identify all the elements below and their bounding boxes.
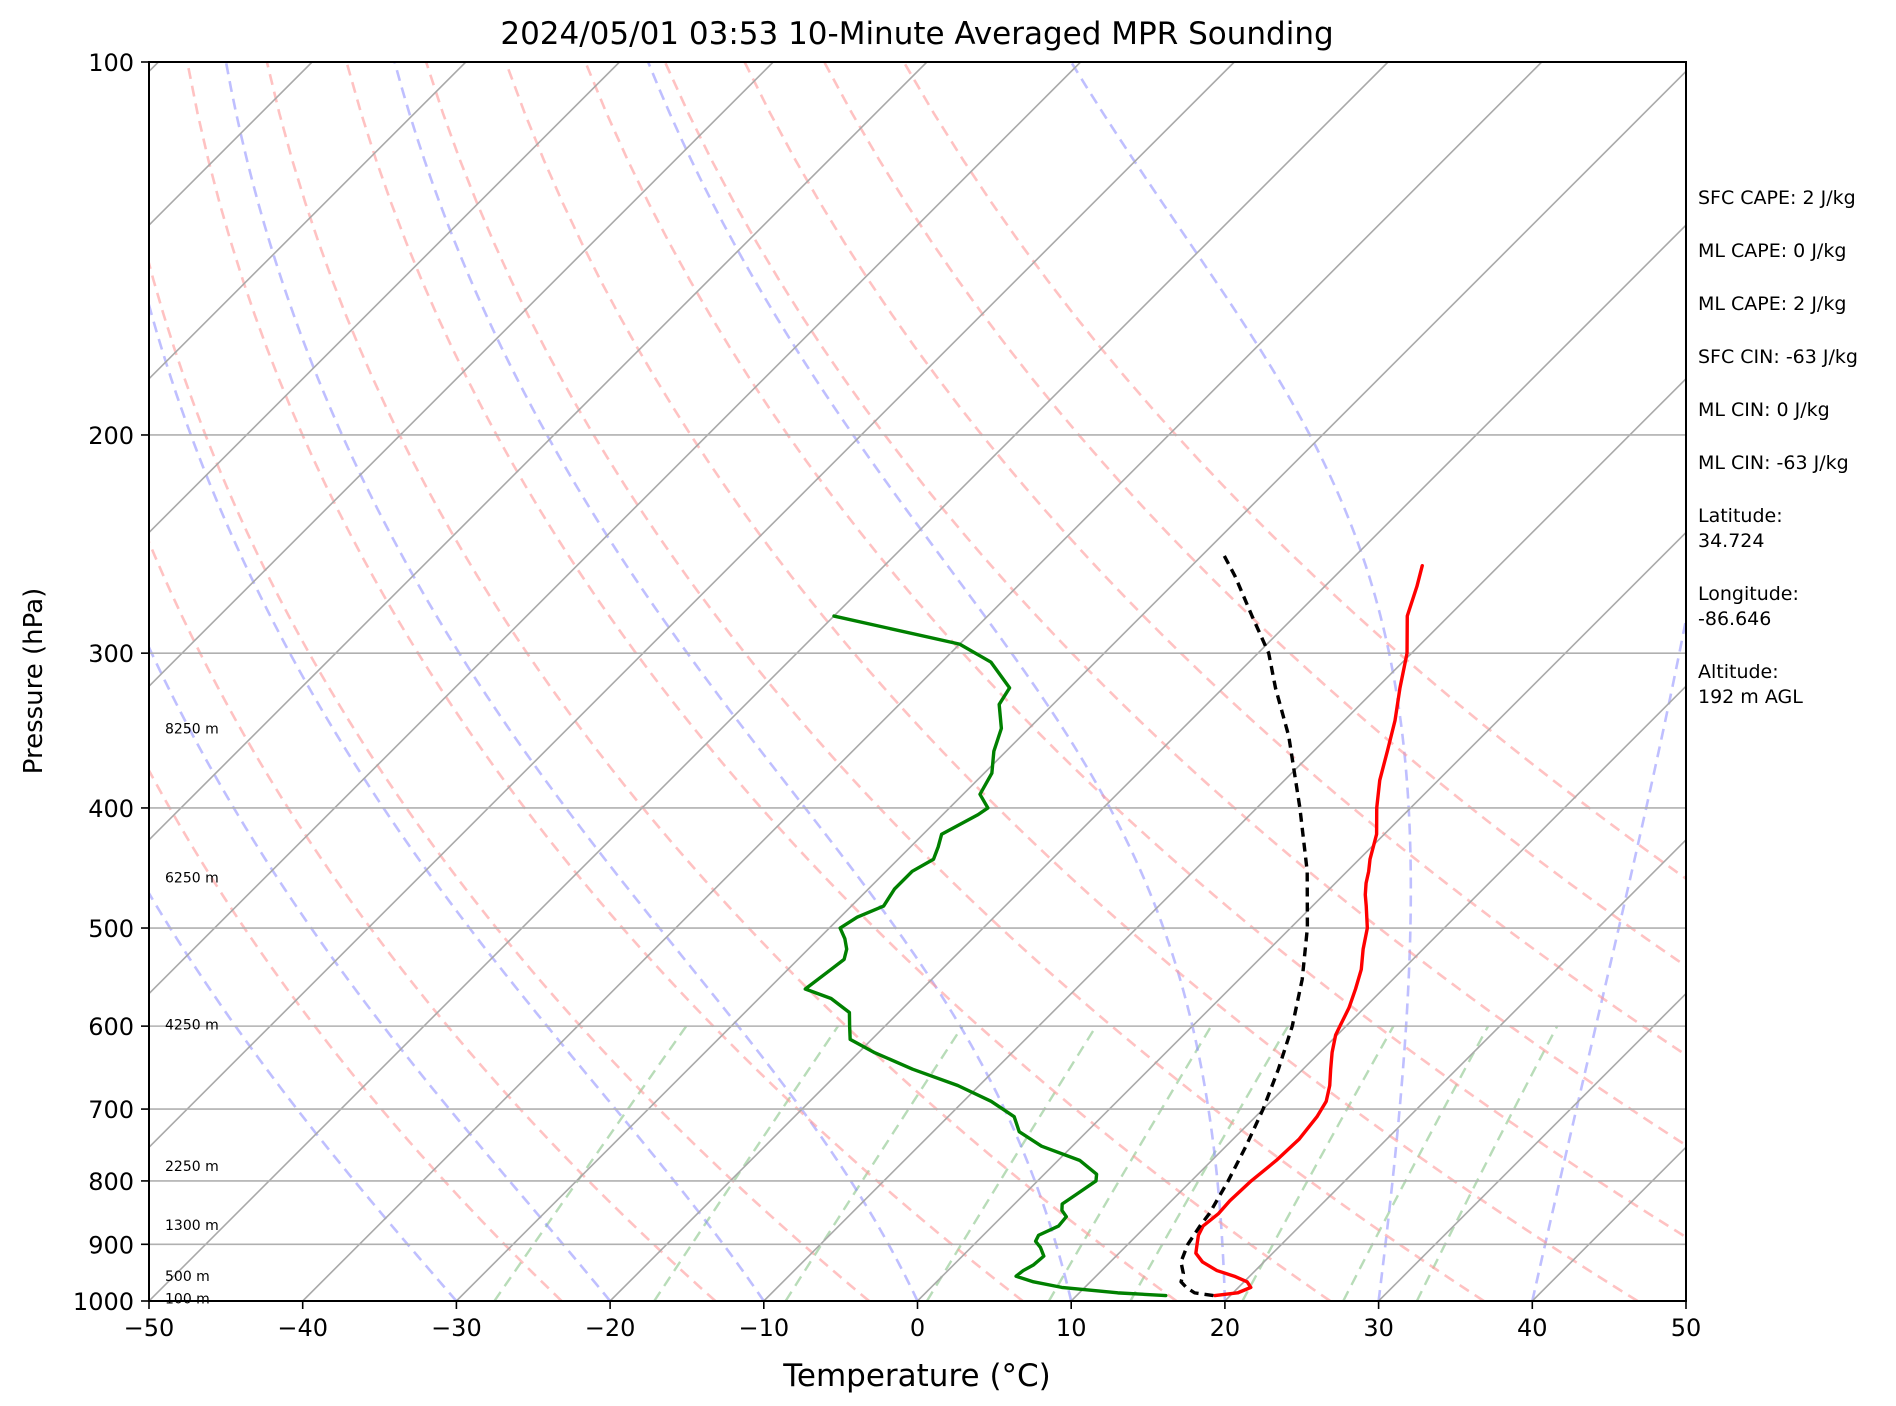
- dry-adiabat-line: [149, 258, 870, 1301]
- y-tick-label: 500: [88, 915, 134, 943]
- x-tick-label: 10: [1056, 1314, 1087, 1342]
- x-tick-label: 40: [1517, 1314, 1548, 1342]
- moist-adiabats: [149, 62, 1686, 1301]
- mixing-ratio-line: [1342, 1025, 1490, 1301]
- y-tick-label: 400: [88, 795, 134, 823]
- stat-ml-cin-1: ML CIN: 0 J/kg: [1698, 399, 1830, 421]
- height-label: 2250 m: [165, 1159, 219, 1175]
- x-tick-label: −40: [277, 1314, 328, 1342]
- dry-adiabat-line: [663, 62, 1686, 1147]
- y-tick-label: 600: [88, 1013, 134, 1041]
- sounding-stats-panel: SFC CAPE: 2 J/kg ML CAPE: 0 J/kg ML CAPE…: [1698, 186, 1888, 738]
- x-tick-label: −10: [738, 1314, 789, 1342]
- y-tick-label: 300: [88, 640, 134, 668]
- stat-ml-cape-1: ML CAPE: 0 J/kg: [1698, 240, 1847, 262]
- y-tick-label: 800: [88, 1168, 134, 1196]
- y-tick-label: 1000: [73, 1288, 134, 1316]
- x-tick-label: 20: [1210, 1314, 1241, 1342]
- y-tick-label: 900: [88, 1231, 134, 1259]
- x-axis-label: Temperature (°C): [782, 1358, 1051, 1394]
- height-labels: 100 m 500 m 1300 m 2250 m 4250 m 6250 m 8250 m: [165, 721, 219, 1307]
- stat-latitude: Latitude: 34.724: [1698, 505, 1783, 552]
- isotherms: [0, 62, 1686, 1301]
- isotherm-line: [149, 62, 1082, 995]
- isotherm-line: [1224, 838, 1686, 1301]
- dry-adiabat-line: [424, 62, 1485, 1301]
- isobars: [149, 62, 1686, 1301]
- series-line-0: [1194, 564, 1424, 1298]
- isotherm-line: [609, 223, 1686, 1301]
- y-tick-label: 700: [88, 1096, 134, 1124]
- x-tick-label: 50: [1671, 1314, 1702, 1342]
- moist-adiabat-line: [149, 890, 458, 1301]
- x-tick-label: −20: [585, 1314, 636, 1342]
- isotherm-line: [763, 377, 1686, 1301]
- y-axis-label: Pressure (hPa): [19, 588, 49, 775]
- height-label: 6250 m: [165, 870, 219, 886]
- x-tick-label: −30: [431, 1314, 482, 1342]
- series-line-1: [803, 614, 1168, 1298]
- x-tick-label: 0: [910, 1314, 925, 1342]
- mixing-ratio-line: [653, 1025, 840, 1301]
- height-label: 1300 m: [165, 1218, 219, 1234]
- isotherm-line: [916, 531, 1686, 1301]
- isotherm-line: [149, 62, 928, 842]
- x-axis: −50 −40 −30 −20 −10 0 10 20 30 40 50: [124, 1301, 1702, 1342]
- x-tick-label: −50: [124, 1314, 175, 1342]
- sounding-series: [803, 554, 1424, 1298]
- mixing-ratio-line: [1129, 1025, 1290, 1301]
- y-axis: 1000 900 800 700 600 500 400 300 200 100: [73, 49, 149, 1316]
- moist-adiabat-line: [149, 644, 612, 1301]
- dry-adiabat-line: [186, 62, 1024, 1301]
- isotherm-line: [455, 70, 1686, 1301]
- stat-ml-cape-2: ML CAPE: 2 J/kg: [1698, 293, 1847, 315]
- stat-altitude: Altitude: 192 m AGL: [1698, 661, 1803, 708]
- stat-ml-cin-2: ML CIN: -63 J/kg: [1698, 452, 1849, 474]
- dry-adiabats: [149, 62, 1686, 1301]
- isotherm-line: [149, 62, 621, 534]
- isotherm-line: [1070, 685, 1686, 1301]
- moist-adiabat-line: [224, 62, 919, 1301]
- mixing-ratio-line: [493, 1025, 688, 1301]
- height-label: 500 m: [165, 1269, 210, 1285]
- isotherm-line: [149, 62, 1389, 1301]
- dry-adiabat-line: [149, 538, 717, 1301]
- isotherm-line: [302, 62, 1543, 1301]
- y-tick-label: 100: [88, 49, 134, 77]
- stat-sfc-cin: SFC CIN: -63 J/kg: [1698, 346, 1858, 368]
- series-line-2: [1179, 554, 1310, 1298]
- height-label: 100 m: [165, 1291, 210, 1307]
- moist-adiabat-line: [1531, 612, 1686, 1301]
- dry-adiabat-line: [265, 62, 1178, 1301]
- isotherm-line: [0, 62, 5, 1301]
- dry-adiabat-line: [823, 62, 1686, 968]
- chart-title: 2024/05/01 03:53 10-Minute Averaged MPR …: [500, 16, 1333, 52]
- mixing-ratio-line: [784, 1025, 964, 1301]
- stat-sfc-cape: SFC CAPE: 2 J/kg: [1698, 187, 1856, 209]
- dry-adiabat-line: [345, 62, 1331, 1301]
- dry-adiabat-line: [504, 62, 1639, 1301]
- mixing-ratio-line: [925, 1025, 1098, 1301]
- height-label: 8250 m: [165, 721, 219, 737]
- x-tick-label: 30: [1363, 1314, 1394, 1342]
- dry-adiabat-line: [743, 62, 1686, 1057]
- plot-frame: [148, 61, 1687, 1302]
- height-label: 4250 m: [165, 1017, 219, 1033]
- isotherm-line: [149, 62, 1235, 1149]
- isotherm-line: [149, 62, 774, 688]
- y-tick-label: 200: [88, 422, 134, 450]
- moist-adiabat-line: [646, 62, 1227, 1301]
- isotherm-line: [1378, 992, 1686, 1301]
- mixing-ratio-line: [1047, 1025, 1213, 1301]
- stat-longitude: Longitude: -86.646: [1698, 583, 1799, 630]
- dry-adiabat-line: [584, 62, 1686, 1239]
- isotherm-line: [149, 62, 467, 380]
- mixing-ratio-line: [1415, 1025, 1559, 1301]
- moist-adiabat-line: [149, 300, 765, 1301]
